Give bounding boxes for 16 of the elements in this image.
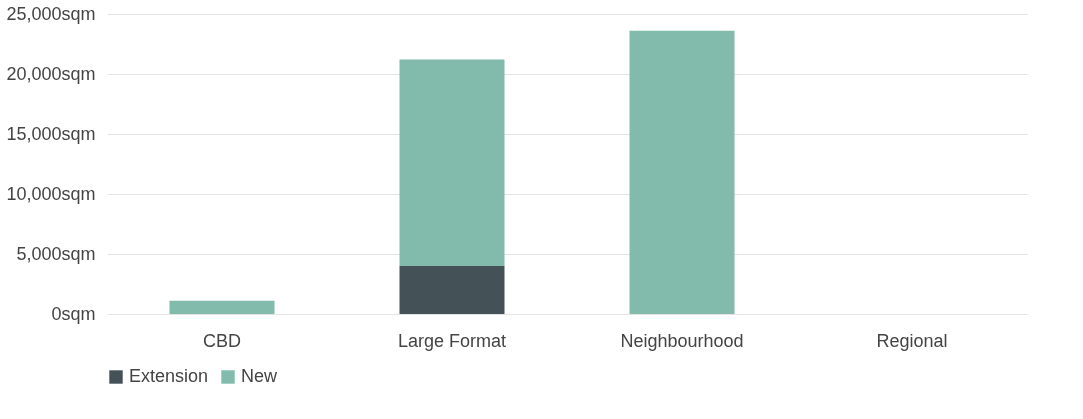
- x-tick-label: CBD: [202, 330, 242, 351]
- y-tick-label: 5,000sqm: [16, 243, 96, 264]
- x-tick-label: Neighbourhood: [620, 330, 744, 351]
- bar: [629, 30, 735, 314]
- y-tick-label: 20,000sqm: [6, 63, 96, 84]
- bar: [399, 266, 505, 314]
- x-tick-label: Large Format: [397, 330, 507, 351]
- bar: [169, 300, 275, 314]
- x-tick-label: Regional: [876, 330, 948, 351]
- y-tick-label: 15,000sqm: [6, 123, 96, 144]
- y-tick-label: 25,000sqm: [6, 3, 96, 24]
- legend-label: New: [241, 366, 279, 386]
- y-tick-label: 10,000sqm: [6, 183, 96, 204]
- legend-label: Extension: [129, 366, 209, 386]
- bar: [399, 59, 505, 266]
- y-tick-label: 0sqm: [51, 303, 96, 324]
